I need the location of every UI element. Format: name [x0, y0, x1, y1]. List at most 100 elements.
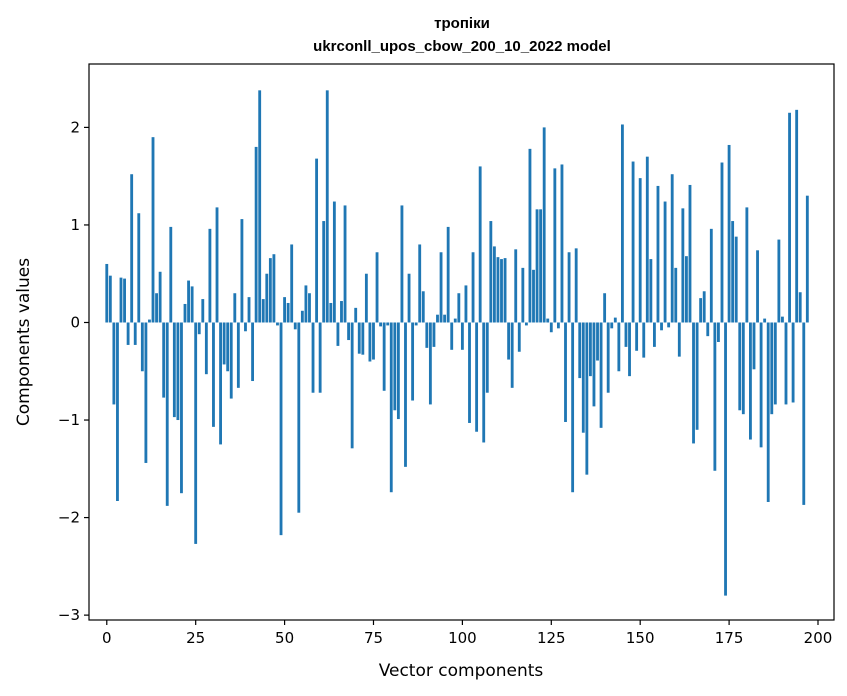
bar: [251, 322, 254, 382]
y-tick-label: 1: [70, 216, 80, 234]
bar: [610, 322, 614, 329]
bar: [126, 322, 130, 345]
bar: [219, 322, 222, 445]
bar: [805, 195, 809, 323]
bar: [777, 239, 781, 323]
bar: [709, 228, 713, 323]
bar: [588, 322, 592, 377]
bar: [457, 293, 461, 323]
chart-title-line-1: тропіки: [434, 15, 490, 32]
bar: [308, 293, 311, 323]
bar: [204, 322, 208, 375]
bar: [130, 174, 134, 323]
bar: [556, 322, 560, 329]
bar: [624, 322, 628, 347]
bar: [176, 322, 180, 421]
bar: [300, 310, 304, 323]
bar: [151, 137, 155, 323]
bar: [112, 322, 116, 405]
bar: [290, 244, 294, 323]
bar: [603, 293, 607, 323]
bar: [272, 254, 276, 323]
bar: [741, 322, 745, 415]
bar: [532, 269, 535, 323]
bar: [784, 322, 788, 405]
x-tick-label: 50: [275, 629, 294, 647]
bar: [681, 208, 685, 323]
bar: [549, 322, 553, 333]
bar: [773, 322, 777, 405]
bar: [781, 316, 784, 323]
bar: [180, 322, 183, 494]
bar: [215, 207, 219, 323]
bar: [517, 322, 521, 352]
bar: [667, 322, 671, 328]
bar: [247, 297, 251, 323]
bar: [123, 278, 126, 323]
bar: [162, 322, 166, 398]
bar: [631, 161, 635, 323]
bar: [187, 280, 190, 323]
bar: [599, 322, 603, 428]
bar: [642, 322, 646, 358]
x-tick-label: 200: [804, 629, 833, 647]
bar: [763, 318, 767, 323]
bar: [585, 322, 589, 475]
bar: [382, 322, 386, 391]
bar: [500, 259, 503, 323]
bar: [553, 168, 557, 323]
bar: [699, 298, 703, 323]
bar: [670, 174, 674, 323]
bar: [229, 322, 233, 399]
bar: [724, 322, 727, 596]
bar: [379, 322, 383, 327]
y-tick-label: −3: [58, 606, 80, 624]
bar: [475, 322, 479, 432]
x-tick-label: 175: [715, 629, 744, 647]
bar: [354, 307, 358, 323]
bar: [158, 271, 162, 323]
bar: [798, 292, 802, 323]
bar: [521, 267, 525, 323]
bar: [482, 322, 486, 443]
bar: [539, 209, 543, 323]
bar: [510, 322, 514, 388]
bar: [443, 314, 447, 323]
x-tick-label: 75: [364, 629, 383, 647]
bar: [571, 322, 575, 493]
bar: [389, 322, 393, 493]
bar: [695, 322, 699, 430]
bar: [418, 244, 422, 323]
bar: [685, 256, 688, 323]
y-tick-label: 2: [70, 118, 80, 136]
bar: [653, 322, 656, 347]
bar: [446, 226, 450, 323]
bar: [194, 322, 198, 544]
bar: [236, 322, 240, 388]
bar: [766, 322, 770, 502]
bar: [183, 303, 187, 323]
bar: [165, 322, 169, 506]
bar: [507, 322, 511, 360]
bar: [386, 322, 390, 326]
bar: [460, 322, 464, 350]
bar: [119, 277, 123, 323]
bar: [674, 267, 678, 323]
bar: [350, 322, 354, 449]
bar: [332, 201, 336, 323]
bar: [439, 252, 443, 323]
x-axis-label: Vector components: [379, 661, 544, 681]
bar: [148, 319, 151, 323]
bar: [364, 273, 368, 323]
bar: [325, 90, 329, 323]
bar: [407, 273, 411, 323]
bar: [297, 322, 301, 513]
bar: [745, 207, 749, 323]
bar: [372, 322, 375, 360]
bar: [731, 221, 735, 323]
bar: [436, 314, 439, 323]
bar: [738, 322, 742, 411]
bar: [770, 322, 774, 415]
y-axis-ticks: −3 −2 −1 0 1 2: [58, 118, 89, 624]
bar: [208, 228, 212, 323]
